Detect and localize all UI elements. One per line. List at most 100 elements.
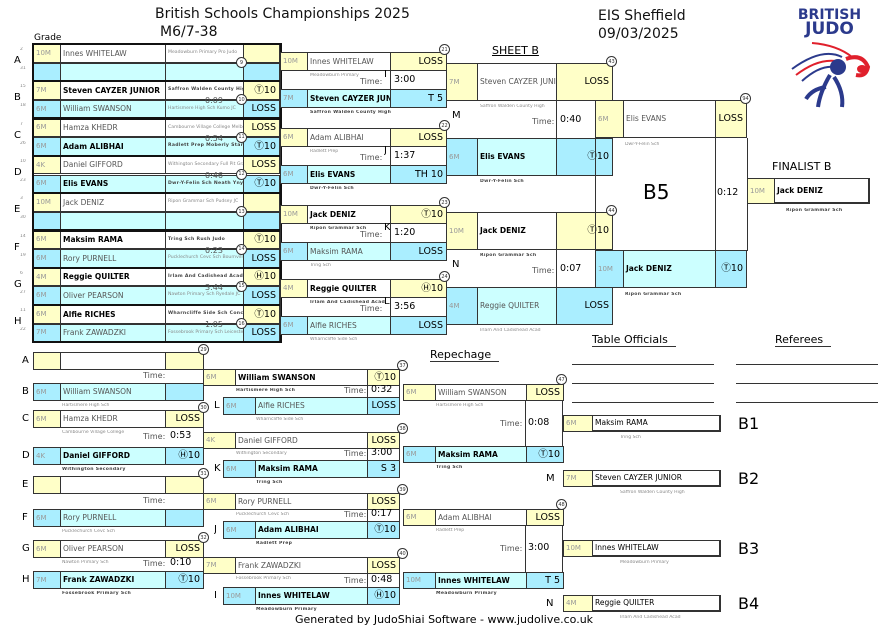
pool-letter: A [14,55,21,66]
match-number-badge[interactable]: 21 [439,44,450,55]
competitor-name[interactable]: Daniel GIFFORD [60,447,166,465]
competitor-name[interactable]: Adam ALIBHAI [255,521,368,539]
competitor-name[interactable]: Alfie RICHES [255,397,368,415]
score-cell: LOSS [526,509,564,526]
competitor-name[interactable]: Rory PURNELL [60,509,166,527]
competitor-name[interactable]: William SWANSON [435,384,527,401]
match-number-badge[interactable]: 22 [439,120,450,131]
match-number-badge[interactable]: 13 [236,206,247,218]
score-cell: Ⓣ10 [526,446,564,463]
score-cell: T 5 [526,572,564,589]
competitor-name[interactable]: Maksim RAMA [435,446,527,463]
match-number-badge[interactable]: 32 [198,532,209,543]
competitor-name[interactable]: Innes WHITELAW [307,52,391,71]
match-number-badge[interactable]: 23 [439,197,450,208]
match-number-badge[interactable]: 15 [236,280,247,292]
time-label: Time: [360,304,383,313]
result-name[interactable]: Reggie QUILTER [592,595,721,612]
match-time: 1:05 [205,320,223,330]
pool-letter: H [14,316,22,328]
grade-cell: 7M [280,89,308,108]
grade-cell: 10M [403,572,436,589]
club-name: Fossebrook Primary Sch [236,576,291,581]
competitor-name[interactable]: Reggie QUILTER [477,287,557,325]
time-label: Time: [500,544,523,553]
competitor-name[interactable]: Steven CAYZER JUNIOR [477,63,557,101]
match-number-badge[interactable]: 37 [397,360,408,371]
final-label: B5 [643,180,670,204]
match-number-badge[interactable]: 47 [556,374,567,385]
result-name[interactable]: Steven CAYZER JUNIOR [592,470,721,487]
grade-cell: 4M [446,287,478,325]
competitor-name[interactable]: Daniel GIFFORD [235,432,368,449]
match-time: 0:09 [205,96,223,106]
competitor-name[interactable]: Maksim RAMA [307,242,391,261]
match-number-badge[interactable]: 39 [397,484,408,495]
competitor-name[interactable]: Frank ZAWADZKI [60,571,166,589]
competitor-name[interactable]: Adam ALIBHAI [307,128,391,147]
grade-cell: 6M [446,138,478,176]
competitor-name[interactable]: Elis EVANS [307,165,391,184]
grade-cell: 6M [33,383,61,401]
competitor-name[interactable]: Elis EVANS [477,138,557,176]
competitor-name[interactable]: Hamza KHEDR [60,410,166,428]
grade-cell: 10M [280,52,308,71]
club-name: Withington Secondary [62,467,126,472]
time-label: Time: [500,419,523,428]
competitor-name[interactable]: William SWANSON [235,369,368,386]
result-name[interactable]: Innes WHITELAW [592,540,721,557]
competitor-name[interactable] [60,352,166,370]
time-box [367,386,400,397]
competitor-name[interactable]: Jack DENIZ [307,205,391,224]
source-match-label: M [546,473,555,484]
club-name: Tring Sch [620,435,641,440]
competitor-name[interactable]: Elis EVANS [623,100,716,138]
match-number-badge[interactable]: 40 [397,548,408,559]
referee-line [736,402,878,403]
match-number-badge[interactable]: 12 [236,168,247,180]
match-number-badge[interactable]: 94 [740,93,751,104]
grade-cell: 10M [446,212,478,250]
match-time: 1:20 [390,223,447,243]
score-cell [165,352,204,370]
match-number-badge[interactable]: 14 [236,243,247,255]
finalist-name[interactable]: Jack DENIZ [774,178,870,204]
match-number-badge[interactable]: 38 [397,423,408,434]
match-number-badge[interactable]: 10 [236,94,247,106]
competitor-name[interactable]: Innes WHITELAW [255,587,368,605]
match-number-badge[interactable]: 24 [439,271,450,282]
competitor-name[interactable]: Steven CAYZER JUNIOR [307,89,391,108]
match-number-badge[interactable]: 48 [556,499,567,510]
grade-cell: 7M [446,63,478,101]
match-number-badge[interactable]: 30 [198,402,209,413]
result-place: B1 [738,414,760,433]
match-number-badge[interactable]: 44 [606,205,617,216]
match-number-badge[interactable]: 16 [236,318,247,330]
competitor-name[interactable]: Jack DENIZ [477,212,557,250]
club-name: Cambourne Village College [62,430,125,435]
competitor-name[interactable] [60,476,166,494]
competitor-name[interactable]: Alfie RICHES [307,316,391,335]
result-name[interactable]: Maksim RAMA [592,415,721,432]
competitor-name[interactable]: Adam ALIBHAI [435,509,527,526]
match-number-badge[interactable]: 29 [198,344,209,355]
logo-text: BRITISH JUDO [797,8,862,39]
grade-cell: 6M [280,128,308,147]
club-name: Irlam And Cadishead Acad [310,300,386,305]
competitor-name[interactable]: Rory PURNELL [235,493,368,510]
competitor-name[interactable]: Frank ZAWADZKI [235,557,368,574]
grade-cell: 6M [33,410,61,428]
score-cell: LOSS [390,316,447,335]
competitor-name[interactable]: William SWANSON [60,383,166,401]
competitor-name[interactable]: Oliver PEARSON [60,540,166,558]
competitor-name[interactable]: Reggie QUILTER [307,279,391,298]
match-number-badge[interactable]: 9 [236,57,247,68]
competitor-name[interactable]: Jack DENIZ [623,250,716,288]
match-number-badge[interactable]: 43 [606,56,617,67]
competitor-name[interactable]: Maksim RAMA [255,460,368,478]
club-name: Pucklechurch Cevc Sch [62,529,116,534]
match-number-badge[interactable]: 31 [198,468,209,479]
match-number-badge[interactable]: 11 [236,131,247,143]
competitor-name[interactable]: Innes WHITELAW [435,572,527,589]
club-name: Radlett Prep [436,528,465,533]
